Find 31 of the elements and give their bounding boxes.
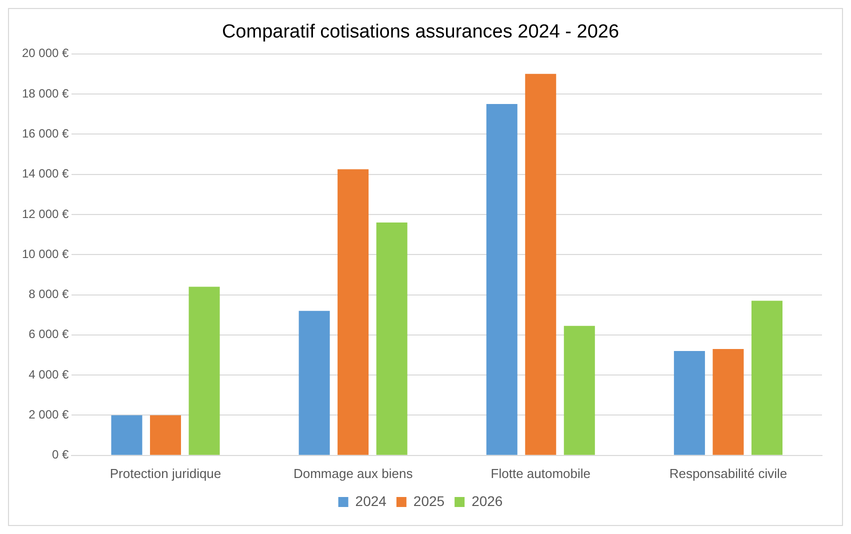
y-tick-label: 8 000 € xyxy=(28,287,70,302)
y-tick-label: 4 000 € xyxy=(28,367,70,382)
legend-label: 2025 xyxy=(413,492,445,509)
y-tick-label: 14 000 € xyxy=(22,166,70,181)
bar xyxy=(486,104,518,455)
y-tick-label: 6 000 € xyxy=(28,327,70,342)
bar xyxy=(188,286,220,455)
x-tick-label: Flotte automobile xyxy=(490,466,591,481)
bar xyxy=(564,326,595,455)
x-tick-label: Responsabilité civile xyxy=(669,466,788,481)
y-tick-label: 10 000 € xyxy=(22,246,70,261)
bar xyxy=(338,169,369,455)
y-tick-label: 18 000 € xyxy=(22,86,70,100)
bar xyxy=(298,310,330,455)
legend-label: 2024 xyxy=(355,492,387,509)
y-tick-label: 12 000 € xyxy=(22,206,70,221)
y-tick-label: 20 000 € xyxy=(22,46,70,60)
x-tick-label: Protection juridique xyxy=(110,466,222,481)
x-tick-label: Dommage aux biens xyxy=(293,466,414,481)
y-tick-label: 16 000 € xyxy=(22,126,70,140)
bar xyxy=(712,348,744,455)
bar xyxy=(751,300,782,455)
bar xyxy=(525,74,556,455)
legend-label: 2026 xyxy=(472,492,503,509)
chart-title: Comparatif cotisations assurances 2024 - 2026 xyxy=(222,22,620,43)
bar xyxy=(150,415,182,455)
y-tick-label: 2 000 € xyxy=(28,408,70,422)
bar xyxy=(674,350,705,455)
bar xyxy=(111,415,142,455)
bar xyxy=(376,222,408,455)
y-tick-label: 0 € xyxy=(52,448,70,462)
